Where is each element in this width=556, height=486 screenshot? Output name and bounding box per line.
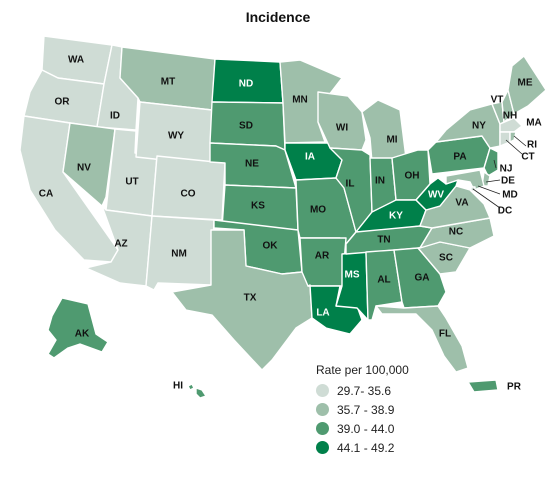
label-AR: AR xyxy=(315,251,330,262)
label-IN: IN xyxy=(375,176,385,187)
label-NE: NE xyxy=(245,159,259,170)
label-MS: MS xyxy=(345,270,360,281)
label-AK: AK xyxy=(75,329,90,340)
state-AR[interactable] xyxy=(299,237,347,287)
label-RI: RI xyxy=(527,140,537,151)
label-AZ: AZ xyxy=(114,239,127,250)
label-NH: NH xyxy=(503,111,517,122)
label-CA: CA xyxy=(39,189,53,200)
state-RI[interactable] xyxy=(509,131,517,143)
state-MD[interactable] xyxy=(445,169,485,191)
label-VA: VA xyxy=(455,198,468,209)
label-MT: MT xyxy=(161,77,175,88)
label-GA: GA xyxy=(415,273,430,284)
legend-swatch xyxy=(316,403,329,416)
label-NJ: NJ xyxy=(500,164,513,175)
legend-label: 39.0 - 44.0 xyxy=(337,421,395,436)
label-MO: MO xyxy=(310,205,326,216)
legend-label: 29.7- 35.6 xyxy=(337,383,392,398)
legend-swatch xyxy=(316,384,329,397)
label-PA: PA xyxy=(453,152,466,163)
legend: Rate per 100,000 29.7- 35.6 35.7 - 38.9 … xyxy=(316,363,409,457)
state-ME[interactable] xyxy=(507,55,547,115)
label-KS: KS xyxy=(251,201,265,212)
legend-item: 29.7- 35.6 xyxy=(316,381,409,400)
state-MI[interactable] xyxy=(361,99,407,163)
label-WV: WV xyxy=(428,190,444,201)
label-NC: NC xyxy=(449,227,463,238)
state-AK[interactable] xyxy=(47,297,109,359)
leader-RI xyxy=(513,135,527,147)
state-WI[interactable] xyxy=(317,91,367,151)
state-HI[interactable] xyxy=(187,383,207,399)
legend-label: 35.7 - 38.9 xyxy=(337,402,395,417)
state-NV[interactable] xyxy=(62,122,116,207)
leader-NJ xyxy=(493,159,497,169)
legend-label: 44.1 - 49.2 xyxy=(337,440,395,455)
label-DC: DC xyxy=(498,206,512,217)
label-TN: TN xyxy=(377,235,390,246)
state-TX[interactable] xyxy=(171,229,313,371)
state-NJ[interactable] xyxy=(483,147,499,177)
legend-item: 35.7 - 38.9 xyxy=(316,400,409,419)
label-MD: MD xyxy=(502,190,518,201)
label-WY: WY xyxy=(168,131,184,142)
label-WA: WA xyxy=(68,55,84,66)
label-MI: MI xyxy=(386,135,397,146)
leader-CT xyxy=(505,139,523,155)
label-UT: UT xyxy=(125,177,138,188)
legend-item: 39.0 - 44.0 xyxy=(316,419,409,438)
label-TX: TX xyxy=(244,293,257,304)
label-MN: MN xyxy=(292,95,308,106)
label-OH: OH xyxy=(405,171,420,182)
state-MA[interactable] xyxy=(499,117,523,133)
label-MA: MA xyxy=(526,118,542,129)
state-FL[interactable] xyxy=(375,305,469,373)
label-ND: ND xyxy=(239,79,253,90)
label-CT: CT xyxy=(521,152,534,163)
label-KY: KY xyxy=(389,211,403,222)
leader-DC xyxy=(472,188,501,209)
label-SD: SD xyxy=(239,121,253,132)
label-DE: DE xyxy=(501,176,515,187)
legend-title: Rate per 100,000 xyxy=(316,363,409,377)
label-WI: WI xyxy=(336,123,348,134)
label-VT: VT xyxy=(491,95,504,106)
label-NY: NY xyxy=(472,121,486,132)
label-NV: NV xyxy=(77,163,91,174)
label-AL: AL xyxy=(377,275,390,286)
label-ME: ME xyxy=(518,78,533,89)
state-CT[interactable] xyxy=(499,131,511,147)
map-title: Incidence xyxy=(245,9,311,25)
leader-MD xyxy=(477,185,501,195)
legend-swatch xyxy=(316,441,329,454)
legend-swatch xyxy=(316,422,329,435)
leader-DE xyxy=(485,179,501,183)
label-OK: OK xyxy=(263,241,279,252)
label-FL: FL xyxy=(439,329,451,340)
state-PR[interactable] xyxy=(467,379,499,393)
legend-item: 44.1 - 49.2 xyxy=(316,438,409,457)
label-ID: ID xyxy=(110,111,120,122)
label-LA: LA xyxy=(316,308,329,319)
state-LA[interactable] xyxy=(307,284,363,335)
label-PR: PR xyxy=(507,382,522,393)
label-CO: CO xyxy=(181,189,196,200)
label-IA: IA xyxy=(305,152,315,163)
label-SC: SC xyxy=(439,253,453,264)
label-IL: IL xyxy=(346,179,355,190)
label-HI: HI xyxy=(173,381,183,392)
label-OR: OR xyxy=(55,97,71,108)
label-NM: NM xyxy=(171,249,187,260)
